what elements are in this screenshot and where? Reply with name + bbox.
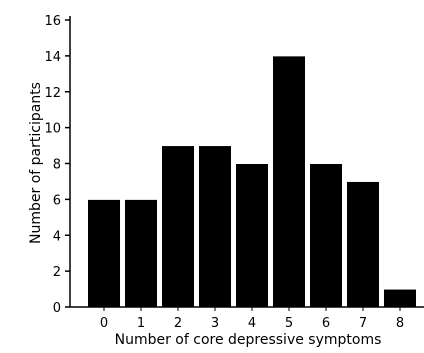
x-tick-label: 1 bbox=[137, 316, 145, 331]
x-tick-label: 7 bbox=[359, 316, 367, 331]
y-tick-label: 14 bbox=[44, 50, 61, 65]
axes-layer bbox=[69, 16, 424, 308]
bars-layer bbox=[87, 55, 417, 308]
y-tick-label: 4 bbox=[53, 229, 61, 244]
y-tick-label: 2 bbox=[53, 265, 61, 280]
y-tick-label: 16 bbox=[44, 14, 61, 29]
y-tick-label: 6 bbox=[53, 193, 61, 208]
x-tick-label: 0 bbox=[100, 316, 108, 331]
y-axis-title: Number of participants bbox=[28, 82, 44, 244]
bar-6 bbox=[309, 163, 343, 308]
x-tick-label: 2 bbox=[174, 316, 182, 331]
x-tick-label: 8 bbox=[396, 316, 404, 331]
bar-4 bbox=[235, 163, 269, 308]
x-ticks: 0 1 2 3 4 5 6 7 8 bbox=[100, 307, 404, 331]
x-axis-title: Number of core depressive symptoms bbox=[115, 332, 382, 348]
x-tick-label: 4 bbox=[248, 316, 256, 331]
y-tick-label: 8 bbox=[53, 158, 61, 173]
y-tick-label: 12 bbox=[44, 86, 61, 101]
bar-8 bbox=[383, 288, 417, 308]
x-tick-label: 5 bbox=[285, 316, 293, 331]
x-tick-label: 3 bbox=[211, 316, 219, 331]
y-tick-label: 0 bbox=[53, 301, 61, 316]
bar-7 bbox=[346, 180, 380, 308]
bar-5 bbox=[272, 55, 306, 308]
bar-3 bbox=[198, 145, 232, 308]
y-ticks: 0 2 4 6 8 10 12 14 16 bbox=[44, 14, 70, 316]
bar-2 bbox=[161, 145, 195, 308]
bar-1 bbox=[124, 198, 158, 308]
y-tick-label: 10 bbox=[44, 122, 61, 137]
x-tick-label: 6 bbox=[322, 316, 330, 331]
bar-0 bbox=[87, 198, 121, 308]
